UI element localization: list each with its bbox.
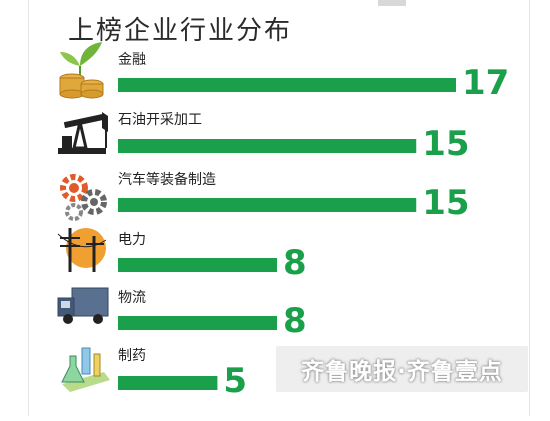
value-label-4: 8: [283, 301, 307, 341]
category-label-4: 物流: [118, 290, 146, 306]
category-label-0: 金融: [118, 52, 146, 68]
value-label-1: 15: [422, 124, 469, 164]
value-label-2: 15: [422, 183, 469, 223]
chart-title: 上榜企业行业分布: [68, 16, 293, 46]
bar-0: [118, 78, 456, 92]
bar-5: [118, 376, 218, 390]
bar-3: [118, 258, 278, 272]
lab-flask-icon: [61, 347, 110, 392]
category-label-1: 石油开采加工: [118, 112, 202, 128]
value-label-0: 17: [462, 63, 509, 103]
title-accent: [378, 0, 406, 6]
category-label-3: 电力: [118, 232, 146, 248]
value-label-3: 8: [283, 243, 307, 283]
category-label-2: 汽车等装备制造: [118, 171, 216, 188]
watermark: 齐鲁晚报·齐鲁壹点: [276, 346, 528, 392]
coin-stack-plant-icon: [59, 42, 104, 99]
bar-4: [118, 316, 278, 330]
power-pylon-icon: [57, 228, 107, 272]
value-label-5: 5: [223, 361, 247, 401]
truck-icon: [57, 287, 109, 324]
oil-pump-icon: [58, 112, 108, 154]
gears-icon: [60, 174, 107, 221]
bar-2: [118, 198, 417, 212]
bar-1: [118, 139, 417, 153]
category-label-5: 制药: [118, 348, 146, 364]
